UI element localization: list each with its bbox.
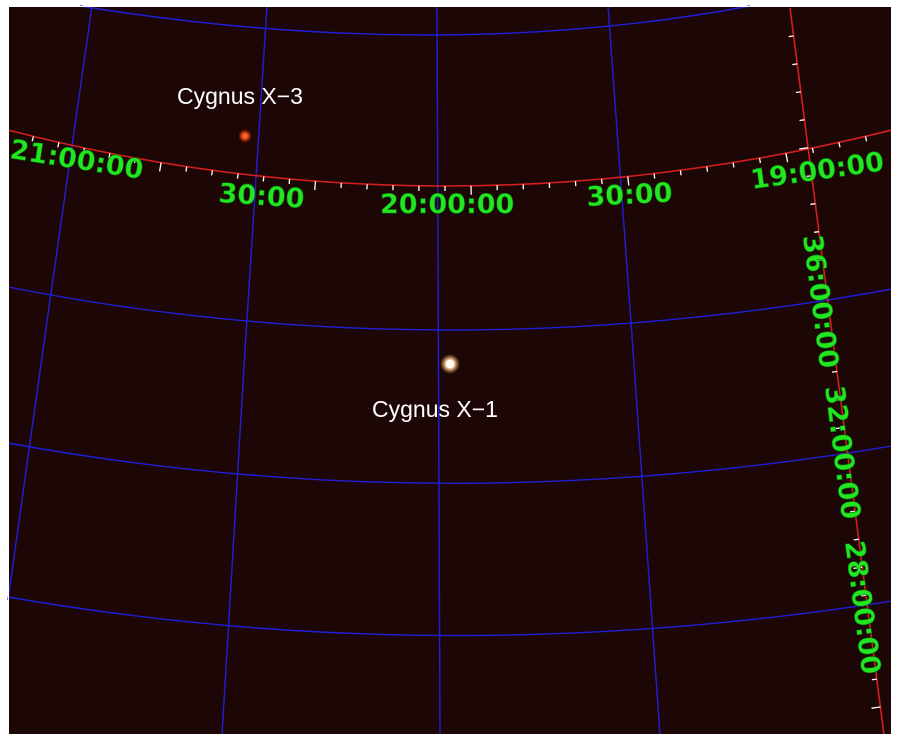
declination-grid-lines <box>7 5 893 637</box>
ra-tick-mark <box>314 181 317 191</box>
dec-tick-mark <box>871 678 877 681</box>
dec-tick-mark <box>846 482 852 485</box>
source-label-cygnus-x3: Cygnus X−3 <box>177 83 303 109</box>
dec-tick-mark <box>853 538 859 541</box>
dec-tick-mark <box>813 231 819 233</box>
ra-tick-mark <box>627 176 630 186</box>
ra-tick-mark <box>158 162 162 172</box>
source-core <box>242 133 248 139</box>
ra-grid-line <box>7 5 93 601</box>
dec-axis-ticks <box>788 35 881 709</box>
ra-tick-mark <box>108 153 111 159</box>
dec-grid-line <box>7 442 893 484</box>
ra-tick-mark <box>600 178 603 185</box>
ra-axis-curve <box>7 129 893 187</box>
ra-tick-mark <box>82 147 86 154</box>
dec-tick-mark <box>871 706 881 709</box>
ra-tick-mark <box>706 166 709 172</box>
source-cygnus-x1 <box>440 354 460 374</box>
ra-tick-mark <box>236 173 239 179</box>
dec-tick-mark <box>824 314 830 317</box>
source-cygnus-x3 <box>238 129 252 143</box>
dec-tick-mark <box>842 454 848 457</box>
ra-label-20h00m: 20:00:00 <box>380 189 514 220</box>
dec-tick-mark <box>810 203 816 206</box>
dec-tick-mark <box>788 35 794 38</box>
ra-tick-mark <box>185 166 188 172</box>
ra-tick-mark <box>211 170 214 176</box>
dec-tick-mark <box>850 510 856 513</box>
dec-tick-mark <box>817 259 823 261</box>
ra-grid-line <box>607 5 661 735</box>
dec-tick-mark <box>817 286 827 290</box>
ra-tick-mark <box>838 142 841 148</box>
ra-tick-mark <box>732 162 735 168</box>
ra-grid-line <box>436 5 441 735</box>
dec-tick-mark <box>828 342 834 345</box>
dec-tick-mark <box>853 566 863 570</box>
ra-tick-mark <box>133 157 137 164</box>
ra-tick-mark <box>864 136 868 142</box>
dec-tick-mark <box>835 426 845 430</box>
dec-tick-mark <box>864 622 870 625</box>
ra-axis-ticks <box>31 136 868 195</box>
dec-tick-mark <box>806 175 812 178</box>
dec-tick-mark <box>868 650 874 653</box>
ra-tick-mark <box>57 142 60 148</box>
dec-grid-line <box>7 596 893 637</box>
dec-tick-mark <box>792 63 798 66</box>
dec-tick-mark <box>860 594 866 597</box>
ra-tick-mark <box>653 173 656 179</box>
dec-tick-mark <box>795 91 801 94</box>
ra-grid-line <box>221 5 268 735</box>
ra-tick-mark <box>811 147 815 154</box>
dec-tick-mark <box>799 119 805 122</box>
dec-tick-mark <box>831 370 838 373</box>
source-label-cygnus-x1: Cygnus X−1 <box>372 396 498 422</box>
dec-tick-mark <box>799 147 809 150</box>
ra-label-19h30m: 30:00 <box>586 178 673 213</box>
right-ascension-grid-lines <box>7 5 661 735</box>
ra-tick-mark <box>31 136 35 142</box>
ra-tick-mark <box>758 157 762 164</box>
ra-tick-mark <box>262 176 265 182</box>
ra-tick-mark <box>785 153 789 163</box>
dec-grid-line <box>79 5 751 36</box>
ra-tick-mark <box>679 170 682 176</box>
source-core <box>445 359 455 369</box>
dec-tick-mark <box>835 398 841 401</box>
ra-label-20h30m: 30:00 <box>218 178 306 215</box>
dec-grid-line <box>7 286 893 331</box>
